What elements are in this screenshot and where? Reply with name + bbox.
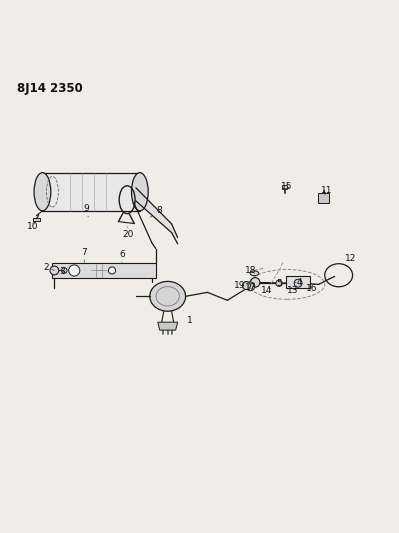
Text: 2: 2 xyxy=(43,263,54,272)
Text: 10: 10 xyxy=(27,222,38,231)
Circle shape xyxy=(50,266,59,275)
Text: 1: 1 xyxy=(183,311,192,325)
Polygon shape xyxy=(33,218,40,221)
Ellipse shape xyxy=(250,271,259,276)
Text: 20: 20 xyxy=(122,227,134,239)
Text: 19: 19 xyxy=(233,281,245,290)
Text: 17: 17 xyxy=(245,282,256,292)
Polygon shape xyxy=(318,193,329,203)
Circle shape xyxy=(276,280,282,286)
Polygon shape xyxy=(158,322,178,330)
Text: 15: 15 xyxy=(281,182,293,191)
Text: 5: 5 xyxy=(276,279,283,288)
Polygon shape xyxy=(42,173,140,211)
Text: 6: 6 xyxy=(119,250,125,263)
Text: 3: 3 xyxy=(59,267,65,276)
Ellipse shape xyxy=(132,173,148,211)
Text: 11: 11 xyxy=(321,187,332,196)
Text: 18: 18 xyxy=(245,266,256,275)
Text: 9: 9 xyxy=(83,204,89,217)
Text: 14: 14 xyxy=(261,286,273,295)
Text: 12: 12 xyxy=(345,254,356,266)
Text: 8: 8 xyxy=(150,206,163,217)
Circle shape xyxy=(243,281,251,289)
Circle shape xyxy=(246,282,255,291)
Circle shape xyxy=(251,278,260,287)
Ellipse shape xyxy=(34,173,51,211)
Polygon shape xyxy=(136,188,178,244)
Text: 16: 16 xyxy=(306,284,317,293)
Text: 13: 13 xyxy=(287,286,299,295)
Polygon shape xyxy=(286,277,310,288)
Circle shape xyxy=(109,267,116,274)
Polygon shape xyxy=(282,185,287,189)
Polygon shape xyxy=(52,263,156,278)
Text: 8J14 2350: 8J14 2350 xyxy=(17,82,82,95)
Text: 4: 4 xyxy=(295,278,302,287)
Circle shape xyxy=(294,279,302,287)
Circle shape xyxy=(61,268,67,273)
Ellipse shape xyxy=(150,281,186,311)
Text: 7: 7 xyxy=(81,248,87,263)
Circle shape xyxy=(69,265,80,276)
